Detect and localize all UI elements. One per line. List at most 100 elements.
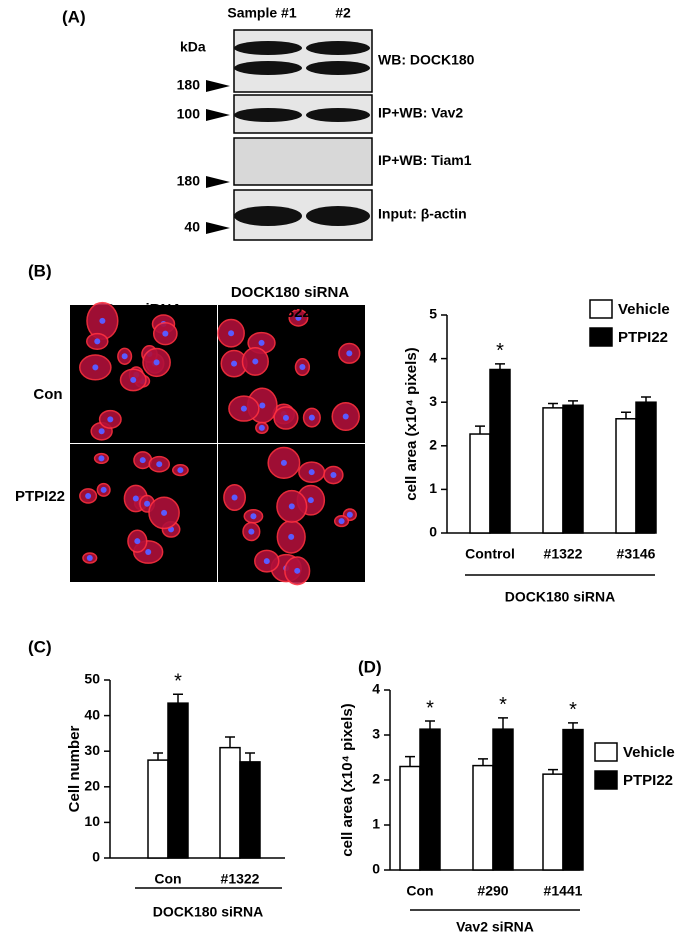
nucleus <box>240 405 247 412</box>
bar <box>469 433 491 534</box>
nucleus <box>258 339 265 346</box>
legend-label: Vehicle <box>623 744 675 761</box>
bar <box>542 773 564 871</box>
nucleus <box>107 416 114 423</box>
nucleus <box>100 486 107 493</box>
bar <box>167 702 189 859</box>
marker-arrow <box>206 109 230 121</box>
y-tick-label: 2 <box>429 437 437 453</box>
nucleus <box>263 558 270 565</box>
blot <box>233 137 373 186</box>
legend-swatch <box>589 299 613 319</box>
error-bar <box>548 768 558 775</box>
legend-label: Vehicle <box>618 301 670 318</box>
marker-label: 180 <box>177 173 201 189</box>
band <box>234 206 302 226</box>
bar <box>615 418 637 534</box>
error-bar <box>173 693 183 704</box>
blot-label: IP+WB: Tiam1 <box>378 152 472 168</box>
y-tick-label: 10 <box>84 813 100 829</box>
nucleus <box>231 494 238 501</box>
error-bar <box>495 363 505 370</box>
nucleus <box>342 413 349 420</box>
unit-label: kDa <box>180 39 206 55</box>
error-bar <box>478 758 488 766</box>
nucleus <box>295 314 302 321</box>
nucleus <box>121 353 128 360</box>
group-label: DOCK180 siRNA <box>153 904 263 920</box>
nucleus <box>250 513 257 520</box>
nucleus <box>177 467 184 474</box>
error-bar <box>498 717 508 730</box>
error-bar <box>548 402 558 408</box>
row-label: Con <box>33 386 62 403</box>
panel-label: (D) <box>358 657 382 676</box>
nucleus <box>228 330 235 337</box>
band <box>306 108 370 122</box>
nucleus <box>288 503 295 510</box>
nucleus <box>308 414 315 421</box>
blot <box>233 29 373 93</box>
nucleus <box>294 567 301 574</box>
marker-arrow <box>206 80 230 92</box>
nucleus <box>134 538 141 545</box>
y-tick-label: 0 <box>372 861 380 877</box>
bar <box>489 368 511 534</box>
nucleus <box>231 360 238 367</box>
nucleus <box>248 528 255 535</box>
error-bar <box>621 411 631 419</box>
significance-mark: * <box>496 340 504 362</box>
bar <box>239 761 261 859</box>
x-tick-label: Con <box>154 871 181 887</box>
bar <box>562 404 584 534</box>
nucleus <box>288 533 295 540</box>
y-axis-label: Cell number <box>66 725 83 812</box>
lane-label: Sample #1 <box>227 5 296 21</box>
error-bar <box>405 755 415 767</box>
nucleus <box>259 402 266 409</box>
error-bar <box>568 722 578 730</box>
nucleus <box>308 469 315 476</box>
nucleus <box>156 461 163 468</box>
error-bar <box>153 752 163 761</box>
significance-mark: * <box>174 671 182 693</box>
legend-label: PTPI22 <box>618 329 668 346</box>
marker-label: 40 <box>184 219 200 235</box>
band <box>306 206 370 226</box>
group-label: DOCK180 siRNA <box>505 589 615 605</box>
bar <box>147 759 169 859</box>
nucleus <box>299 364 306 371</box>
bar <box>562 728 584 871</box>
nucleus <box>338 518 345 525</box>
y-tick-label: 40 <box>84 706 100 722</box>
blot-label: Input: β-actin <box>378 206 467 222</box>
nucleus <box>307 497 314 504</box>
x-tick-label: Control <box>465 546 515 562</box>
nucleus <box>280 459 287 466</box>
y-tick-label: 5 <box>429 306 437 322</box>
marker-arrow <box>206 222 230 234</box>
y-tick-label: 3 <box>372 726 380 742</box>
error-bar <box>568 400 578 406</box>
bar <box>419 728 441 871</box>
nucleus <box>98 428 105 435</box>
marker-label: 180 <box>177 77 201 93</box>
nucleus <box>94 338 101 345</box>
panel-label: (B) <box>28 261 52 280</box>
nucleus <box>153 359 160 366</box>
panel-label: (A) <box>62 7 86 26</box>
nucleus <box>98 455 105 462</box>
nucleus <box>162 330 169 337</box>
band <box>234 108 302 122</box>
legend-swatch <box>594 742 618 762</box>
nucleus <box>92 364 99 371</box>
error-bar <box>641 396 651 403</box>
nucleus <box>258 424 265 431</box>
column-label: DOCK180 siRNA #1322 <box>230 284 350 321</box>
bar <box>472 764 494 871</box>
y-axis-label: cell area (x10⁴ pixels) <box>403 347 420 500</box>
nucleus <box>346 350 353 357</box>
band <box>234 61 302 75</box>
